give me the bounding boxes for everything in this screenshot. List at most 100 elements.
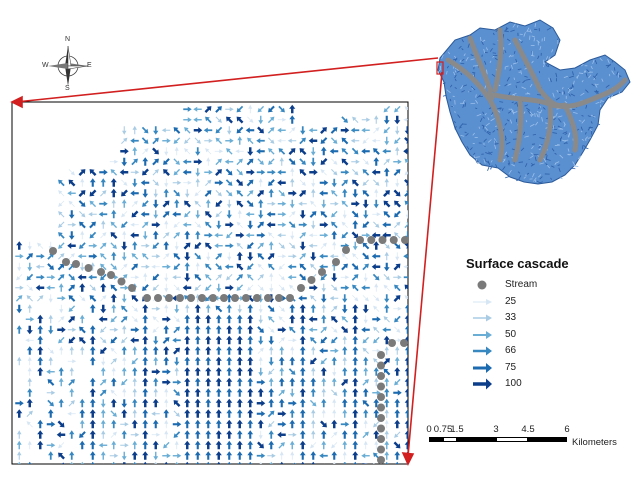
cascade-arrow [111,304,117,313]
cascade-arrow [298,295,307,302]
cascade-arrow [320,294,327,303]
cascade-arrow [329,254,339,259]
cascade-arrow [321,314,327,324]
cascade-arrow [101,220,106,229]
cascade-arrow [173,253,181,260]
cascade-arrow [331,419,338,429]
cascade-arrow [279,157,284,166]
cascade-arrow [184,325,191,334]
cascade-arrow [256,410,266,417]
cascade-arrow [142,409,149,418]
cascade-arrow [394,284,401,292]
cascade-arrow [298,201,307,206]
cascade-arrow [278,316,285,323]
stream-cell-dot [187,294,195,302]
cascade-arrow [247,335,254,345]
cascade-arrow [173,137,181,144]
cascade-arrow [226,356,233,366]
cascade-arrow [205,335,212,345]
cascade-arrow [267,116,275,124]
cascade-arrow [277,211,287,217]
cascade-arrow [404,440,408,450]
cascade-arrow [184,148,191,155]
cascade-arrow [342,210,347,219]
cascade-arrow [373,179,380,186]
cascade-arrow [26,284,33,291]
cascade-arrow [373,157,380,166]
cascade-arrow [46,274,56,280]
cascade-arrow [130,275,140,280]
cascade-arrow [111,367,116,376]
cascade-arrow [130,138,139,144]
cascade-arrow [194,440,201,450]
stream-cell-dot [388,339,396,347]
cascade-arrow [78,169,86,176]
stream-cell-dot [297,284,305,292]
stream-cell-dot [84,264,93,272]
cascade-arrow [236,388,243,397]
cascade-arrow [394,398,401,408]
cascade-arrow [236,274,243,281]
cascade-arrow [226,274,233,281]
cascade-arrow [111,419,117,429]
cascade-arrow [310,157,316,167]
cascade-arrow [342,188,348,198]
cascade-arrow [194,367,201,376]
cascade-arrow [26,421,33,428]
cascade-arrow [352,335,359,345]
north-label: N [65,36,71,43]
cascade-arrow [194,221,201,228]
cascade-arrow [373,367,379,376]
cascade-arrow [352,116,359,123]
cascade-arrow [236,263,244,271]
cascade-arrow [331,158,338,165]
cascade-arrow [384,398,390,408]
cascade-arrow [384,388,390,397]
cascade-arrow [140,211,150,218]
cascade-arrow [331,284,338,291]
cascade-arrow [26,325,33,335]
cascade-arrow [131,210,139,218]
cascade-arrow [299,451,306,460]
cascade-arrow [16,304,23,314]
cascade-arrow [153,377,159,387]
cascade-arrow [195,230,201,240]
stream-cell-dot [377,351,385,359]
cascade-arrow [194,388,201,397]
cascade-arrow [394,315,401,323]
cascade-arrow [331,336,338,344]
cascade-arrow [373,199,379,209]
cascade-arrow [163,441,170,449]
legend-item: Stream [466,278,626,295]
cascade-arrow [142,253,149,260]
cascade-arrow [236,325,243,334]
stream-cell-dot [400,339,408,347]
cascade-arrow [141,221,149,229]
cascade-arrow [320,127,327,134]
cascade-arrow [384,409,389,418]
cascade-arrow [236,284,244,291]
cascade-arrow [268,368,275,375]
stream-cell-dot [275,294,283,302]
cascade-arrow [215,314,222,324]
cascade-arrow [361,326,370,333]
cascade-arrow [288,190,297,197]
cascade-arrow [120,148,129,155]
legend-item: 25 [466,295,626,312]
stream-cell-dot [220,294,228,302]
cascade-arrow [331,190,338,197]
cascade-arrow [331,178,337,188]
cascade-arrow [247,137,254,145]
cascade-arrow [310,200,317,207]
cascade-arrow [27,388,33,397]
cascade-arrow [363,409,369,418]
cascade-arrow [245,127,255,134]
cascade-arrow [351,210,359,218]
cascade-arrow [342,409,348,418]
cascade-arrow [142,451,149,460]
cascade-arrow [268,388,275,397]
cascade-arrow [371,169,381,176]
cascade-arrow [142,335,149,345]
cascade-arrow [164,304,169,313]
cascade-arrow [310,304,316,313]
